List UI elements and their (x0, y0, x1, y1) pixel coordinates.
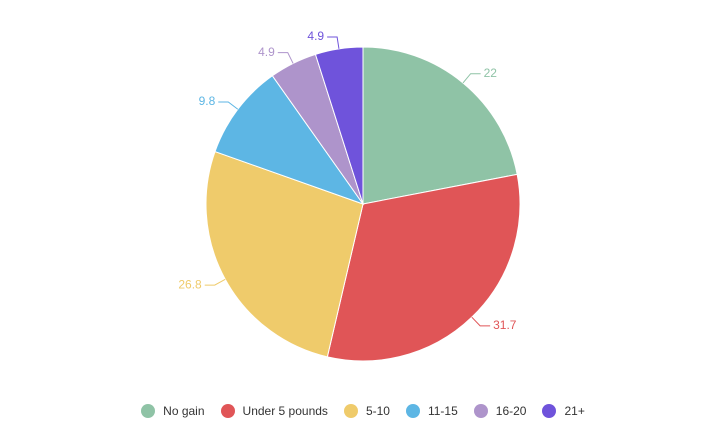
data-label: 9.8 (199, 94, 216, 108)
data-label: 4.9 (307, 29, 324, 43)
pie-slice (314, 46, 364, 205)
legend-label: 11-15 (427, 404, 458, 418)
legend: No gain Under 5 pounds 5-10 11-15 16-20 21+ (0, 404, 726, 418)
leader-line (218, 101, 239, 110)
legend-marker (542, 404, 557, 418)
legend-item[interactable]: Under 5 pounds (220, 404, 328, 418)
chart: 22 31.7 26.8 9.8 4.9 4.9 (178, 29, 521, 362)
legend-marker (141, 404, 156, 418)
legend-item[interactable]: No gain (141, 404, 205, 418)
data-label: 22 (484, 66, 498, 80)
legend-label: 5-10 (365, 404, 390, 418)
legend-marker (405, 404, 420, 418)
legend-label: 16-20 (495, 404, 527, 418)
data-label: 4.9 (258, 45, 275, 59)
legend-marker (343, 404, 358, 418)
legend-label: Under 5 pounds (242, 404, 328, 418)
pie-slice (214, 75, 365, 205)
legend-marker (220, 404, 235, 418)
data-label: 31.7 (493, 318, 517, 332)
legend-item[interactable]: 21+ (542, 404, 585, 418)
legend-label: 21+ (564, 404, 585, 418)
pie-slice (362, 46, 518, 205)
legend-item[interactable]: 5-10 (343, 404, 390, 418)
leader-line (327, 36, 340, 49)
leader-line (277, 52, 294, 64)
data-label: 26.8 (178, 277, 202, 291)
leader-line (471, 316, 491, 327)
legend-item[interactable]: 16-20 (473, 404, 527, 418)
legend-marker (473, 404, 488, 418)
leader-line (462, 73, 481, 84)
legend-item[interactable]: 11-15 (405, 404, 458, 418)
legend-label: No gain (163, 404, 205, 418)
leader-line (204, 278, 226, 286)
